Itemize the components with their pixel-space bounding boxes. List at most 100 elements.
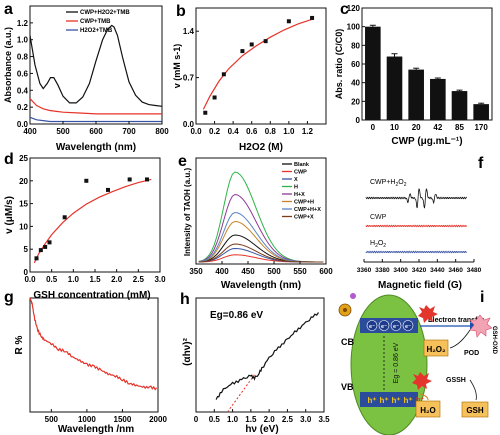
panel-a-xtick-label: 600: [89, 127, 103, 136]
panel-a-series-line-2: [29, 116, 162, 123]
panel-g-frame: [29, 297, 159, 413]
panel-b-data-point: [286, 19, 291, 24]
panel-d-xticks: 0.0 0.5 1.0 1.5 2.0 2.5 3.0: [24, 269, 166, 284]
panel-a-series-line-0: [29, 24, 163, 107]
oh-radical-burst-icon: [469, 314, 493, 338]
panel-b-ytick-label: 0.0: [183, 120, 195, 129]
panel-b-data-point: [221, 72, 226, 77]
panel-f: f 3360 3380 3400 3420 3440 3460 3480 Magnetic …: [357, 155, 484, 291]
panel-h-plot: [215, 312, 319, 413]
light-icon-core: [343, 308, 347, 312]
panel-b-ytick-label: 0.7: [183, 74, 195, 83]
panel-a-letter: a: [4, 1, 13, 18]
panel-h-annotation: Eg=0.86 eV: [210, 310, 263, 321]
panel-d-data-point: [127, 177, 132, 182]
panel-f-xlabel: Magnetic field (G): [378, 280, 462, 291]
hole-label: h⁺: [391, 396, 400, 405]
panel-d-xtick-label: 0.5: [46, 275, 58, 284]
panel-g-letter: g: [4, 289, 14, 306]
panel-a-legend: CWP+H2O2+TMB CWP+TMB H2O2+TMB: [66, 10, 130, 34]
panel-e-xlabel: Wavelength (nm): [221, 280, 301, 291]
panel-b: b 0.0 0.7 1.4 0.0 0.2 0.4 0.6 0.8 1.0 1.2 H2O2 (…: [172, 3, 327, 153]
hole-burst-icon: [412, 372, 432, 390]
panel-b-letter: b: [176, 3, 186, 20]
virus-icon: [350, 293, 356, 299]
panel-d-xtick-label: 1.5: [89, 275, 101, 284]
panel-e-legend-label: Blank: [294, 162, 310, 168]
panel-e-xtick-label: 500: [267, 267, 281, 276]
panel-c-bar: [473, 104, 489, 120]
panel-f-label-h2o2: H2O2: [370, 240, 386, 249]
panel-e-legend-label: CWP+H: [294, 200, 314, 206]
panel-c-ylabel: Abs. ratio (C/C0): [334, 29, 344, 100]
panel-b-data-point: [249, 42, 254, 47]
panel-b-data-point: [212, 95, 217, 100]
panel-c-frame: [361, 7, 493, 121]
panel-b-xtick-label: 0.2: [209, 127, 221, 136]
electron-transfer-label: Electron transfer: [428, 317, 484, 324]
panel-a-ytick-label: 0.8: [17, 53, 29, 62]
panel-g-xtick-label: 1500: [114, 415, 132, 424]
h2o-label: H₂O: [420, 406, 436, 415]
panel-e-legend-label: CWP+H+X: [294, 207, 321, 213]
panel-e-legend-label: H: [294, 185, 298, 191]
electron-label: e⁻: [405, 324, 411, 330]
hole-released-label: h⁺: [416, 397, 424, 404]
panel-h-xtick-label: 1.0: [227, 415, 239, 424]
panel-e: e 350 400 450 500 550 600 Wavelength (nm) Int…: [178, 153, 333, 291]
panel-d-data-point: [106, 187, 110, 192]
panel-e-plot: [198, 171, 324, 263]
panel-a-ytick-label: 1.0: [17, 36, 29, 45]
panel-b-data-point: [203, 110, 208, 115]
panel-a-xlabel: Wavelength (nm): [56, 142, 136, 153]
panel-c-plot: [365, 24, 489, 121]
panel-c-category-label: 20: [412, 123, 421, 132]
panel-f-xtick-label: 3460: [448, 267, 463, 274]
panel-a-legend-label: CWP+TMB: [80, 19, 111, 25]
reaction-burst-icon: [418, 305, 438, 323]
panel-e-xtick-label: 600: [319, 267, 333, 276]
panel-g-ylabel: R %: [14, 335, 25, 354]
panel-d-data-point: [62, 215, 67, 220]
panel-e-xtick-label: 450: [241, 267, 255, 276]
panel-b-fit-line: [202, 18, 313, 110]
panel-g-xtick-label: 500: [45, 415, 59, 424]
h2o-box: [415, 400, 441, 418]
panel-e-ylabel: Intensity of TAOH (a.u.): [183, 168, 192, 257]
vb-label: VB: [341, 382, 354, 392]
electron-icon: [378, 320, 390, 331]
panel-h-xticks: 0 0.5 1.0 1.5 2.0 2.5 3.0 3.5: [194, 409, 330, 424]
panel-b-xlabel: H2O2 (M): [239, 142, 283, 153]
panel-h-letter: h: [180, 291, 190, 308]
panel-e-series-line-7: [198, 243, 324, 263]
panel-b-frame: [195, 7, 327, 125]
panel-d-letter: d: [4, 151, 14, 168]
panel-e-xtick-label: 550: [293, 267, 307, 276]
panel-b-plot: [202, 15, 315, 115]
panel-d-fit-line: [33, 178, 152, 264]
panel-d-xtick-label: 0.0: [24, 275, 36, 284]
panel-g: g 500 1000 1500 2000 Wavelength /nm R %: [4, 289, 167, 435]
panel-a-xtick-label: 500: [56, 127, 70, 136]
panel-h-tangent-line: [227, 374, 255, 413]
panel-h-xtick-label: 0: [194, 415, 199, 424]
panel-d-data-point: [43, 244, 48, 249]
panel-c-ytick-label: 60: [351, 60, 360, 69]
panel-e-xtick-label: 400: [215, 267, 229, 276]
hole-label: h⁺: [367, 396, 376, 405]
panel-b-ytick-label: 1.4: [183, 27, 195, 36]
semiconductor-ellipse: [350, 294, 428, 435]
panel-g-xticks: 500 1000 1500 2000: [45, 409, 167, 424]
panel-d-xtick-label: 2.0: [111, 275, 123, 284]
electron-label: e⁻: [369, 324, 375, 330]
panel-a-xtick-label: 800: [155, 127, 169, 136]
panel-a-ytick-label: 0.0: [17, 120, 29, 129]
panel-c-category-label: 42: [433, 123, 442, 132]
panel-a-xtick-label: 700: [122, 127, 136, 136]
h2o2-label: H₂O₂: [426, 345, 446, 354]
panel-f-label-cwp: CWP: [370, 214, 387, 221]
panel-d-frame: [29, 157, 161, 273]
panel-b-xtick-label: 0.8: [265, 127, 277, 136]
panel-d-ytick-label: 25: [19, 154, 28, 163]
panel-h-ylabel: (αhν)²: [182, 337, 193, 365]
